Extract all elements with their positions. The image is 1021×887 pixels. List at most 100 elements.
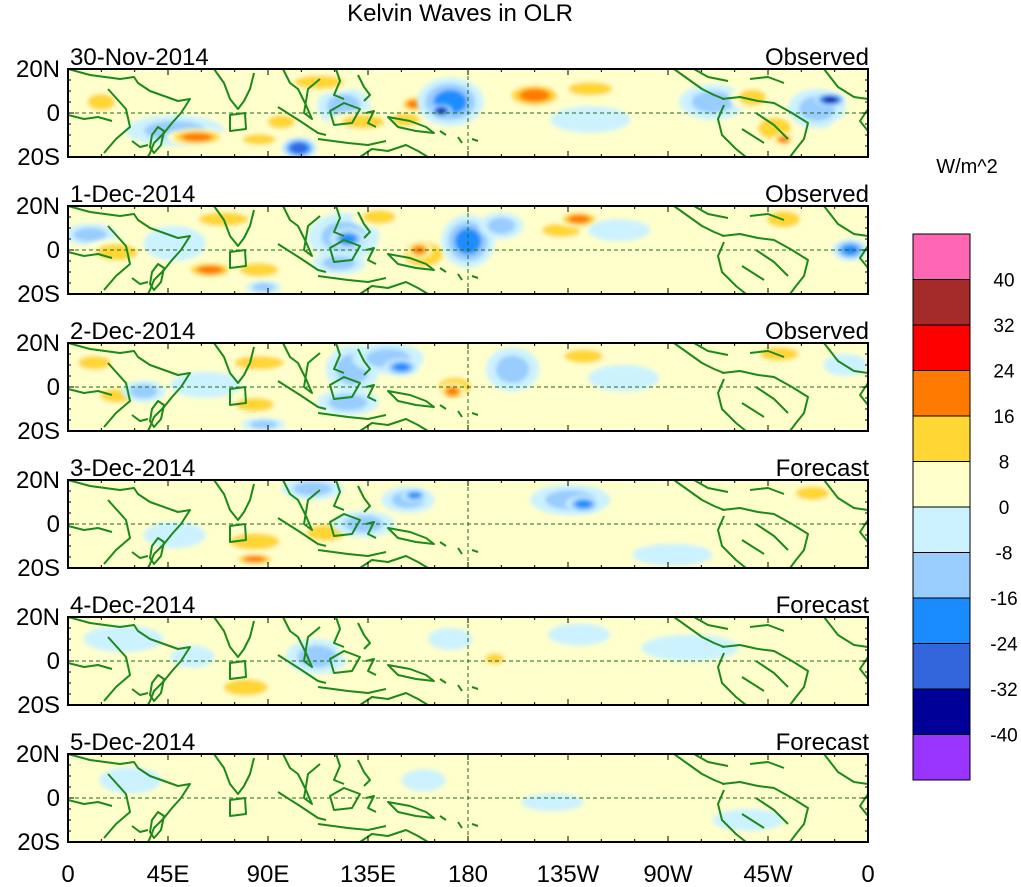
olr-anomaly (428, 628, 473, 650)
olr-anomaly (99, 767, 162, 794)
y-tick-label: 20S (17, 418, 60, 445)
olr-anomaly (241, 417, 286, 431)
y-tick-label: 0 (47, 511, 60, 538)
olr-anomaly (588, 365, 660, 392)
y-tick-label: 20S (17, 829, 60, 856)
y-tick-label: 20S (17, 144, 60, 171)
colorbar-label: 16 (993, 407, 1014, 428)
colorbar-swatch (912, 415, 971, 462)
olr-anomaly (772, 132, 795, 146)
colorbar-label: -40 (990, 726, 1017, 747)
olr-anomaly (565, 495, 602, 513)
olr-anomaly (279, 71, 360, 94)
panel-date: 2-Dec-2014 (70, 318, 195, 345)
olr-anomaly (281, 480, 344, 500)
olr-anomaly (556, 210, 602, 228)
olr-anomaly (632, 543, 713, 566)
olr-anomaly (79, 88, 124, 116)
olr-anomaly (832, 239, 868, 261)
y-tick-label: 20S (17, 692, 60, 719)
y-tick-label: 0 (47, 648, 60, 675)
colorbar-swatch (912, 734, 971, 781)
olr-anomaly (383, 358, 420, 377)
colorbar-label: -16 (990, 589, 1017, 610)
panel-status: Forecast (776, 592, 870, 619)
x-tick-label: 180 (448, 861, 488, 887)
olr-anomaly (503, 82, 566, 109)
colorbar-label: 8 (999, 453, 1010, 474)
panel-status: Observed (765, 318, 869, 345)
map-panel: 20N 0 20S 2-Dec-2014 Observed (16, 318, 869, 445)
olr-anomaly (588, 219, 651, 242)
x-tick-label: 90E (247, 861, 290, 887)
olr-anomaly (430, 104, 453, 118)
x-tick-label: 135W (537, 861, 600, 887)
y-tick-label: 0 (47, 237, 60, 264)
olr-anomaly (339, 630, 402, 666)
colorbar-swatch (912, 233, 971, 280)
x-tick-label: 45E (147, 861, 190, 887)
olr-anomaly (721, 232, 793, 277)
olr-anomaly (439, 382, 466, 401)
olr-field (83, 623, 868, 701)
olr-anomaly (83, 625, 164, 653)
colorbar-swatch (912, 506, 971, 553)
olr-anomaly (521, 793, 584, 812)
panel-status: Forecast (776, 729, 870, 756)
y-tick-label: 20N (16, 467, 60, 494)
map-panel: 20N 0 20S 3-Dec-2014 Forecast (16, 455, 869, 582)
x-tick-label: 90W (643, 861, 693, 887)
panel-date: 5-Dec-2014 (70, 729, 195, 756)
olr-anomaly (214, 528, 295, 555)
map-panel: 20N 0 20S 1-Dec-2014 Observed (16, 181, 869, 308)
olr-anomaly (479, 212, 524, 239)
y-tick-label: 20N (16, 604, 60, 631)
y-tick-label: 20S (17, 555, 60, 582)
colorbar-label: -8 (996, 544, 1013, 565)
map-panel: 20N 0 20S 5-Dec-2014 Forecast (16, 729, 869, 856)
x-tick-label: 0 (61, 861, 74, 887)
olr-anomaly (748, 343, 811, 365)
y-tick-label: 0 (47, 785, 60, 812)
colorbar-label: 32 (993, 316, 1014, 337)
y-tick-label: 20N (16, 741, 60, 768)
colorbar: 40 32 24 16 8 0 -8 -16 -24 -32 -40 (912, 233, 1018, 781)
map-panel: 20N 0 20S 30-Nov-2014 Observed (16, 44, 869, 171)
colorbar-swatch (912, 688, 971, 735)
panel-status: Observed (765, 44, 869, 71)
olr-anomaly (83, 239, 151, 266)
olr-anomaly (143, 225, 206, 261)
x-tick-label: 0 (861, 861, 874, 887)
olr-anomaly (281, 137, 317, 157)
olr-anomaly (74, 493, 128, 520)
colorbar-swatch (912, 461, 971, 508)
panel-status: Observed (765, 181, 869, 208)
panel-status: Forecast (776, 455, 870, 482)
olr-anomaly (550, 106, 631, 133)
olr-anomaly (552, 345, 615, 368)
y-tick-label: 20N (16, 330, 60, 357)
panel-date: 30-Nov-2014 (70, 44, 209, 71)
colorbar-swatch (912, 643, 971, 690)
colorbar-swatch (912, 279, 971, 326)
chart-title: Kelvin Waves in OLR (347, 0, 573, 27)
olr-anomaly (416, 77, 484, 127)
olr-anomaly (168, 75, 235, 98)
olr-anomaly (210, 674, 282, 701)
olr-anomaly (170, 371, 242, 398)
olr-anomaly (485, 347, 540, 392)
colorbar-label: -24 (990, 635, 1018, 656)
colorbar-label: 0 (999, 498, 1010, 519)
olr-anomaly (68, 351, 122, 374)
y-tick-label: 0 (47, 100, 60, 127)
olr-anomaly (814, 93, 846, 107)
panel-date: 1-Dec-2014 (70, 181, 195, 208)
olr-anomaly (508, 683, 562, 701)
olr-anomaly (268, 773, 331, 805)
olr-anomaly (183, 261, 237, 279)
olr-anomaly (259, 110, 304, 133)
olr-anomaly (641, 634, 740, 661)
olr-anomaly (165, 128, 228, 146)
olr-anomaly (712, 809, 784, 831)
